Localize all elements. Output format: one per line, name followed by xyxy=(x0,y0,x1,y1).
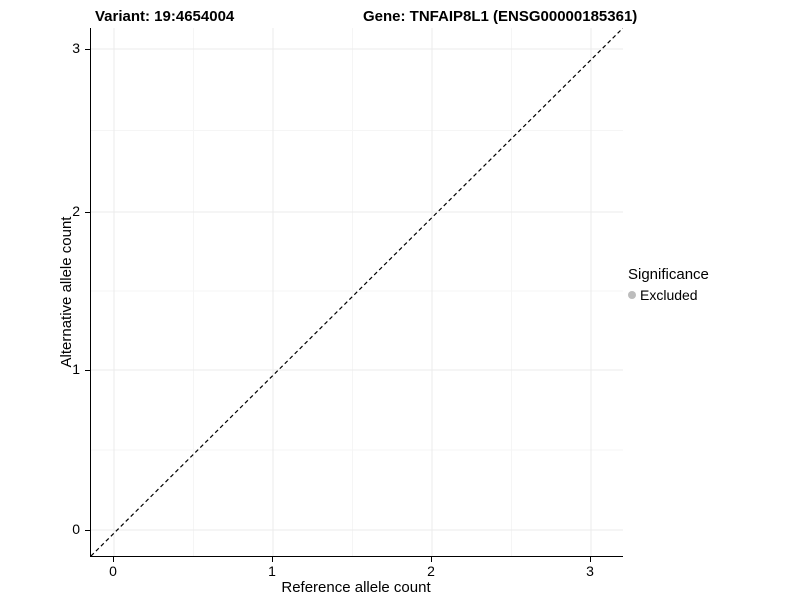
x-tick-mark xyxy=(431,557,432,562)
identity-dashed-line xyxy=(91,28,623,556)
x-tick-mark xyxy=(113,557,114,562)
x-tick-label: 3 xyxy=(586,563,594,579)
legend: Significance Excluded xyxy=(628,266,709,303)
minor-gridlines xyxy=(91,28,623,556)
y-tick-label: 2 xyxy=(72,203,80,219)
x-tick-label: 1 xyxy=(268,563,276,579)
y-axis-title-text: Alternative allele count xyxy=(58,216,75,368)
x-tick-mark xyxy=(590,557,591,562)
y-tick-mark xyxy=(85,49,90,50)
plot-title-variant: Variant: 19:4654004 xyxy=(95,8,235,25)
x-tick-label: 0 xyxy=(109,563,117,579)
y-tick-label: 3 xyxy=(72,40,80,56)
legend-point-icon xyxy=(628,291,636,299)
legend-entry-label: Excluded xyxy=(640,287,698,303)
x-tick-mark xyxy=(272,557,273,562)
y-tick-mark xyxy=(85,370,90,371)
plot-title-gene: Gene: TNFAIP8L1 (ENSG00000185361) xyxy=(363,8,638,25)
major-gridlines xyxy=(91,28,623,556)
plot-canvas xyxy=(91,28,623,556)
plot-panel xyxy=(90,28,623,557)
y-tick-label: 0 xyxy=(72,521,80,537)
y-tick-mark xyxy=(85,212,90,213)
y-tick-mark xyxy=(85,530,90,531)
x-axis-title: Reference allele count xyxy=(281,579,431,596)
y-tick-label: 1 xyxy=(72,361,80,377)
x-tick-label: 2 xyxy=(427,563,435,579)
legend-title: Significance xyxy=(628,266,709,283)
legend-entry-excluded: Excluded xyxy=(628,287,709,303)
